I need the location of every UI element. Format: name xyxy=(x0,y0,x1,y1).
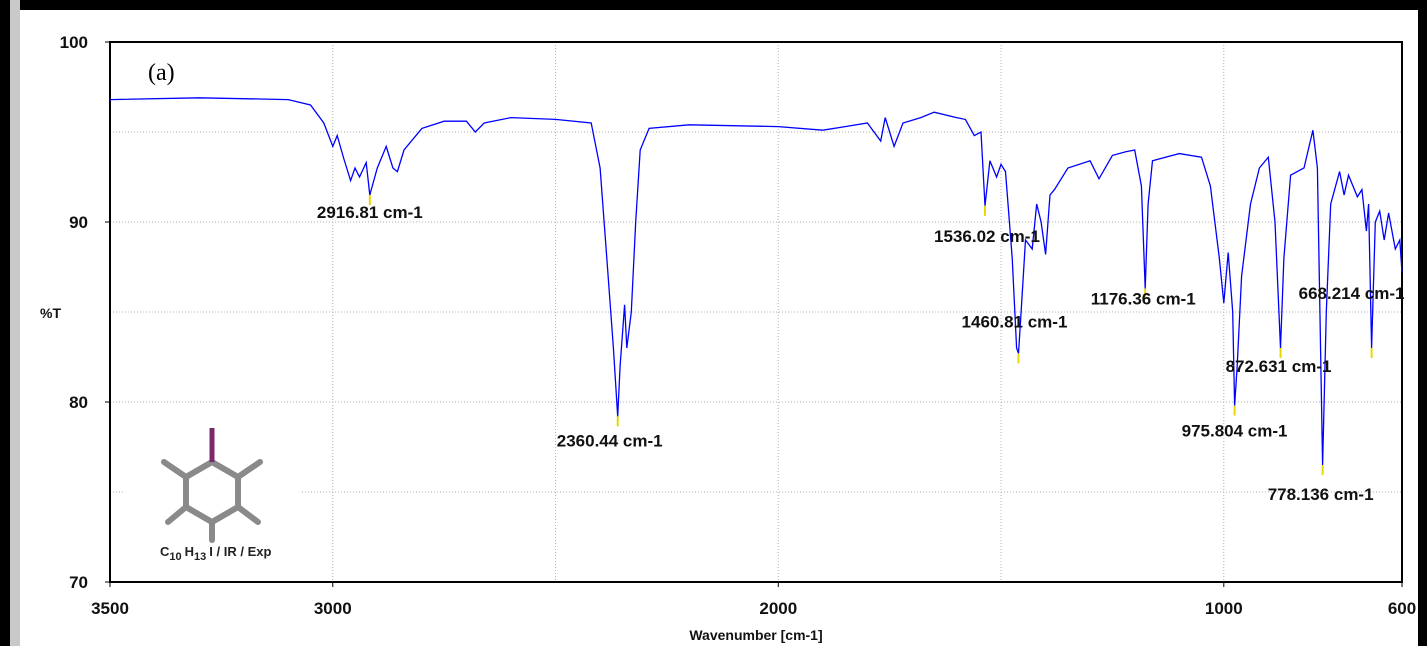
peak-label: 2916.81 cm-1 xyxy=(317,203,423,222)
x-tick-label: 1000 xyxy=(1205,599,1243,618)
x-tick-label: 2000 xyxy=(759,599,797,618)
x-axis-title: Wavenumber [cm-1] xyxy=(689,627,822,643)
peak-label: 1176.36 cm-1 xyxy=(1091,290,1196,309)
x-tick-label: 600 xyxy=(1388,599,1416,618)
chart: C10H13I / IR / Exp (a) %T Wavenumber [cm… xyxy=(0,0,1427,646)
peak-label: 1460.81 cm-1 xyxy=(962,312,1068,331)
peak-label: 668.214 cm-1 xyxy=(1299,284,1405,303)
panel-label: (a) xyxy=(148,60,175,86)
left-bar xyxy=(0,0,10,646)
peak-label: 1536.02 cm-1 xyxy=(934,227,1040,246)
peak-label: 2360.44 cm-1 xyxy=(557,431,663,450)
y-tick-label: 90 xyxy=(69,213,88,232)
inset-caption-part: H xyxy=(185,544,194,559)
inset-caption-part: 13 xyxy=(194,551,206,563)
top-bar xyxy=(0,0,1427,10)
peak-label: 778.136 cm-1 xyxy=(1268,485,1374,504)
x-tick-label: 3500 xyxy=(91,599,129,618)
inset-caption-part: I / IR / Exp xyxy=(209,544,271,559)
y-tick-label: 70 xyxy=(69,573,88,592)
y-tick-label: 100 xyxy=(60,33,88,52)
inset-caption-part: 10 xyxy=(169,551,181,563)
peak-label: 975.804 cm-1 xyxy=(1182,422,1288,441)
right-bar xyxy=(1418,0,1427,646)
x-tick-label: 3000 xyxy=(314,599,352,618)
peak-label: 872.631 cm-1 xyxy=(1226,357,1332,376)
y-axis-title: %T xyxy=(40,305,61,321)
y-tick-label: 80 xyxy=(69,393,88,412)
